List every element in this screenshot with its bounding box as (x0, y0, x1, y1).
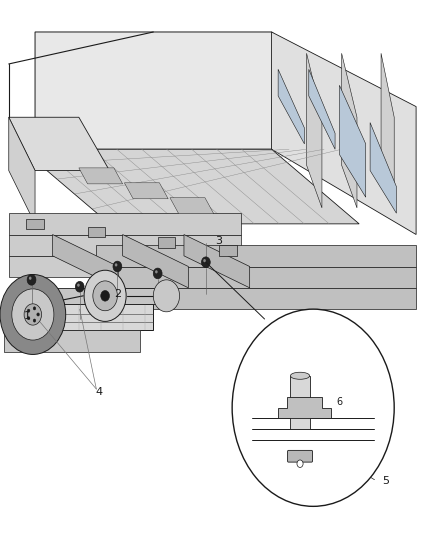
Circle shape (27, 274, 36, 285)
Polygon shape (307, 53, 322, 208)
Text: 2: 2 (114, 289, 121, 298)
Polygon shape (79, 168, 123, 184)
Text: 5: 5 (382, 477, 389, 486)
Polygon shape (9, 213, 241, 235)
Polygon shape (22, 149, 359, 224)
Polygon shape (370, 123, 396, 213)
Circle shape (115, 263, 117, 266)
Ellipse shape (290, 372, 310, 379)
Circle shape (0, 274, 66, 354)
Polygon shape (290, 376, 310, 429)
Polygon shape (381, 53, 394, 208)
Polygon shape (123, 235, 188, 288)
Polygon shape (4, 304, 153, 330)
Circle shape (297, 460, 303, 467)
Polygon shape (96, 266, 416, 288)
Polygon shape (170, 198, 214, 214)
Polygon shape (88, 227, 105, 237)
Polygon shape (4, 330, 140, 352)
Polygon shape (272, 32, 416, 235)
Polygon shape (9, 117, 110, 171)
Text: 4: 4 (95, 387, 102, 397)
Circle shape (84, 270, 126, 321)
Text: 6: 6 (336, 398, 343, 407)
Circle shape (29, 277, 32, 280)
Text: 1: 1 (24, 311, 31, 320)
Polygon shape (309, 69, 335, 149)
Circle shape (27, 309, 30, 312)
Polygon shape (342, 53, 357, 208)
Circle shape (153, 268, 162, 279)
Polygon shape (9, 117, 35, 224)
Polygon shape (158, 237, 175, 248)
Circle shape (101, 290, 110, 301)
Circle shape (77, 284, 80, 287)
Circle shape (113, 261, 122, 272)
Text: 3: 3 (215, 236, 223, 246)
Polygon shape (219, 245, 237, 256)
Circle shape (203, 259, 206, 262)
Circle shape (93, 281, 117, 311)
Circle shape (33, 319, 36, 322)
Polygon shape (96, 288, 416, 309)
Polygon shape (184, 235, 250, 288)
Polygon shape (9, 256, 241, 277)
Circle shape (37, 313, 39, 316)
Polygon shape (26, 219, 44, 229)
Polygon shape (35, 32, 359, 149)
Polygon shape (96, 245, 416, 266)
Circle shape (12, 289, 54, 340)
Circle shape (75, 281, 84, 292)
Circle shape (27, 317, 30, 320)
Polygon shape (278, 397, 331, 418)
Polygon shape (124, 183, 168, 199)
Circle shape (153, 280, 180, 312)
Circle shape (201, 257, 210, 268)
Polygon shape (278, 69, 304, 144)
Polygon shape (339, 85, 366, 197)
Polygon shape (53, 235, 118, 288)
Circle shape (232, 309, 394, 506)
Polygon shape (33, 288, 166, 304)
FancyBboxPatch shape (288, 450, 312, 462)
Polygon shape (9, 235, 241, 256)
Circle shape (33, 307, 36, 310)
Circle shape (24, 304, 42, 325)
Circle shape (155, 270, 158, 273)
